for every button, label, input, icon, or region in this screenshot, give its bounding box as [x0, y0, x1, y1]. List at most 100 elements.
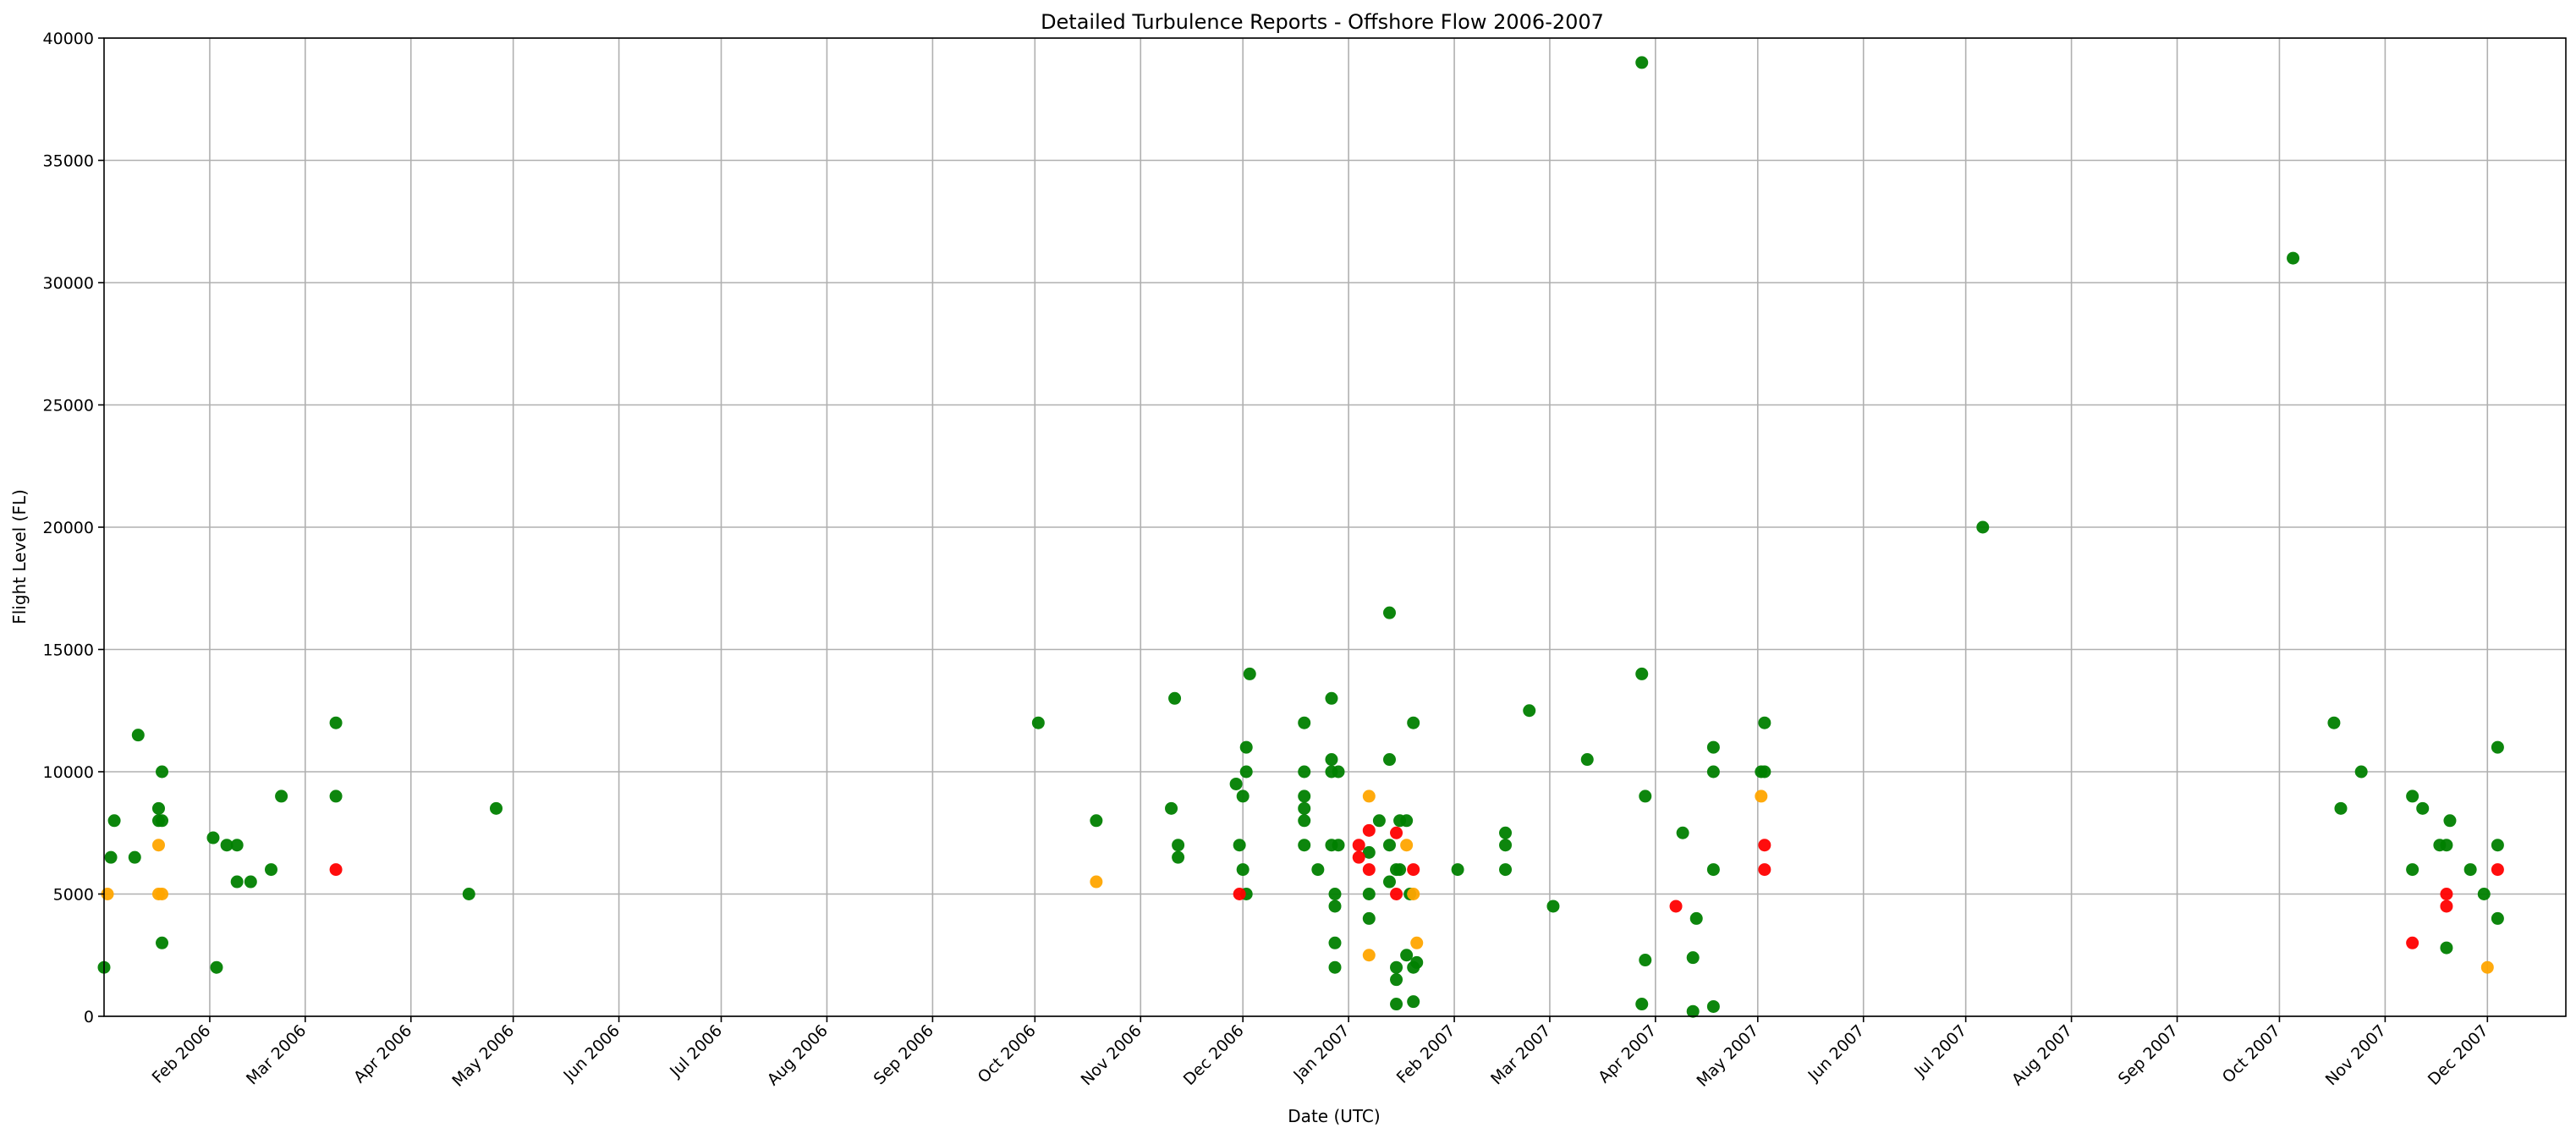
x-axis-label: Date (UTC) — [1288, 1106, 1380, 1126]
data-point-green — [1332, 765, 1345, 779]
data-point-green — [1758, 765, 1771, 779]
x-tick-label: Jul 2007 — [1910, 1021, 1970, 1081]
data-point-green — [1311, 863, 1325, 877]
data-point-green — [1639, 954, 1652, 967]
data-point-orange — [1410, 936, 1424, 949]
data-point-green — [1706, 740, 1720, 754]
data-point-green — [490, 801, 503, 815]
data-point-green — [462, 888, 475, 900]
data-point-green — [1328, 888, 1342, 900]
data-point-green — [1689, 911, 1703, 925]
data-point-green — [206, 831, 220, 845]
data-point-green — [1298, 814, 1311, 828]
y-tick-label: 35000 — [43, 152, 94, 171]
data-point-green — [1090, 814, 1103, 828]
data-point-orange — [1362, 790, 1376, 803]
data-point-green — [1168, 691, 1182, 705]
data-point-red — [1758, 839, 1771, 852]
data-point-green — [2443, 814, 2457, 828]
data-point-orange — [1400, 839, 1414, 852]
x-tick-label: Oct 2007 — [2219, 1021, 2284, 1087]
data-point-green — [151, 801, 165, 815]
data-point-green — [2440, 941, 2453, 955]
data-point-green — [1298, 765, 1311, 779]
data-point-green — [1410, 955, 1424, 969]
data-point-green — [1635, 998, 1649, 1011]
data-point-green — [2327, 716, 2341, 729]
y-tick-label: 15000 — [43, 641, 94, 660]
data-point-green — [156, 765, 169, 779]
x-tick-label: Nov 2007 — [2322, 1021, 2390, 1089]
data-point-green — [1382, 606, 1396, 619]
data-point-green — [1236, 790, 1250, 803]
data-point-green — [1362, 911, 1376, 925]
data-point-green — [1499, 863, 1513, 877]
x-tick-label: Feb 2006 — [149, 1021, 215, 1087]
x-tick-label: Oct 2006 — [975, 1021, 1040, 1087]
data-point-green — [1400, 814, 1414, 828]
data-point-green — [1332, 839, 1345, 852]
x-tick-label: Apr 2007 — [1595, 1021, 1660, 1087]
data-point-green — [2416, 801, 2430, 815]
data-point-green — [1639, 790, 1652, 803]
data-point-green — [2477, 888, 2491, 900]
x-tick-label: Mar 2006 — [243, 1021, 310, 1088]
data-point-green — [230, 875, 244, 889]
data-point-green — [1400, 949, 1414, 962]
y-axis: 0 5000 10000 15000 20000 25000 30000 35000 40000 — [43, 30, 104, 1026]
data-point-orange — [1407, 888, 1420, 900]
data-point-green — [1676, 826, 1689, 839]
data-point-green — [1635, 56, 1649, 69]
data-point-red — [1758, 863, 1771, 877]
data-point-green — [1236, 863, 1250, 877]
data-point-red — [1362, 823, 1376, 837]
data-point-green — [2354, 765, 2368, 779]
data-point-green — [1390, 973, 1403, 987]
data-point-green — [1239, 740, 1253, 754]
data-point-green — [1976, 520, 1990, 534]
data-point-green — [1382, 839, 1396, 852]
x-tick-label: Jul 2006 — [666, 1021, 726, 1081]
data-point-red — [1669, 900, 1683, 913]
y-tick-label: 25000 — [43, 397, 94, 415]
data-point-green — [2406, 863, 2419, 877]
x-tick-label: Nov 2006 — [1078, 1021, 1145, 1089]
data-point-green — [1546, 900, 1560, 913]
x-tick-label: Aug 2006 — [764, 1021, 832, 1089]
data-point-green — [1328, 960, 1342, 974]
x-tick-label: Dec 2006 — [1180, 1021, 1248, 1089]
data-point-green — [1706, 765, 1720, 779]
data-point-green — [1390, 960, 1403, 974]
data-point-orange — [1755, 790, 1768, 803]
x-axis: Feb 2006 Mar 2006 Apr 2006 May 2006 Jun 2006… — [149, 1016, 2492, 1091]
data-point-green — [1233, 839, 1246, 852]
data-point-green — [1523, 704, 1536, 718]
data-point-green — [329, 790, 343, 803]
data-point-green — [156, 814, 169, 828]
data-point-green — [2491, 911, 2504, 925]
data-point-green — [1298, 801, 1311, 815]
data-point-green — [2491, 839, 2504, 852]
x-tick-label: Aug 2007 — [2008, 1021, 2076, 1089]
data-point-green — [1686, 951, 1700, 965]
data-point-green — [107, 814, 121, 828]
data-point-green — [128, 850, 141, 864]
data-point-red — [1390, 826, 1403, 839]
data-point-green — [1031, 716, 1045, 729]
x-tick-label: Jan 2007 — [1289, 1021, 1353, 1085]
data-point-green — [2491, 740, 2504, 754]
data-point-red — [1352, 839, 1365, 852]
data-point-green — [2440, 839, 2453, 852]
data-point-green — [1328, 900, 1342, 913]
data-point-green — [1298, 839, 1311, 852]
x-tick-label: Apr 2006 — [350, 1021, 415, 1087]
x-tick-label: Mar 2007 — [1487, 1021, 1554, 1088]
data-point-green — [2287, 251, 2300, 265]
data-point-green — [1362, 888, 1376, 900]
data-point-green — [1229, 777, 1243, 790]
data-point-green — [1298, 716, 1311, 729]
data-point-green — [1382, 875, 1396, 889]
data-point-green — [1758, 716, 1771, 729]
x-tick-label: May 2007 — [1694, 1021, 1763, 1091]
